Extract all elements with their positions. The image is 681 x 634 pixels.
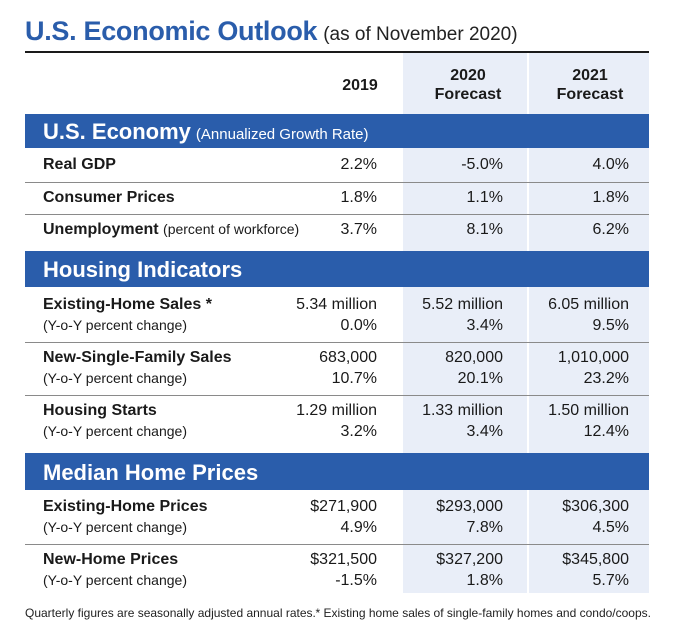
title-date: (as of November 2020) (323, 24, 518, 45)
value-2019: 5.34 million (296, 296, 377, 313)
value-2021: 6.2% (592, 221, 629, 238)
table-row: Existing-Home Prices (Y-o-Y percent chan… (25, 498, 649, 538)
value-2019: 1.8% (340, 189, 377, 206)
change-2021: 4.5% (592, 519, 629, 536)
row-label-text: Unemployment (43, 221, 159, 238)
change-2020: 1.8% (466, 572, 503, 589)
footnote-existing-sales: * Existing home sales of single-family h… (315, 606, 651, 620)
row-label: New-Single-Family Sales (43, 349, 232, 367)
value-2021: 6.05 million (548, 296, 629, 313)
change-2021: 9.5% (592, 317, 629, 334)
value-2019: $321,500 (310, 551, 377, 568)
row-label-text: Real GDP (43, 156, 116, 173)
value-2021: 4.0% (592, 156, 629, 173)
value-2021: $306,300 (562, 498, 629, 515)
row-sublabel: (Y-o-Y percent change) (43, 572, 187, 588)
table-row: Consumer Prices 1.8% 1.1% 1.8% (25, 189, 649, 209)
column-header-2020-year: 2020 (450, 67, 486, 84)
change-2021: 23.2% (583, 370, 629, 387)
row-divider (25, 395, 649, 396)
value-2020: 1.1% (466, 189, 503, 206)
row-label-text: Existing-Home Prices (43, 498, 208, 515)
table-row: New-Single-Family Sales (Y-o-Y percent c… (25, 349, 649, 389)
value-2020: 820,000 (445, 349, 503, 366)
value-2019: 1.29 million (296, 402, 377, 419)
row-label-text: Housing Starts (43, 402, 157, 419)
row-label-text: New-Single-Family Sales (43, 349, 232, 366)
section-title-housing: Housing Indicators (43, 257, 243, 282)
value-2020: $327,200 (436, 551, 503, 568)
row-label-text: Existing-Home Sales * (43, 296, 212, 313)
row-divider (25, 214, 649, 215)
row-label: Consumer Prices (43, 189, 175, 207)
section-header-economy: U.S. Economy (Annualized Growth Rate) (25, 114, 649, 148)
table-row: New-Home Prices (Y-o-Y percent change) $… (25, 551, 649, 591)
row-label-text: Consumer Prices (43, 189, 175, 206)
table-row: Housing Starts (Y-o-Y percent change) 1.… (25, 402, 649, 442)
row-sublabel: (Y-o-Y percent change) (43, 519, 187, 535)
value-2019: 2.2% (340, 156, 377, 173)
footnote-seasonal: Quarterly figures are seasonally adjuste… (25, 606, 316, 620)
row-label-text: New-Home Prices (43, 551, 179, 568)
column-header-2020-forecast: Forecast (434, 86, 502, 103)
row-label: Real GDP (43, 156, 116, 174)
row-label-note: (percent of workforce) (163, 221, 300, 237)
row-divider (25, 342, 649, 343)
row-label: Existing-Home Sales * (43, 296, 212, 314)
section-title-prices: Median Home Prices (43, 460, 259, 485)
change-2019: 10.7% (331, 370, 377, 387)
title-rule (25, 51, 649, 53)
change-2021: 12.4% (583, 423, 629, 440)
row-label: New-Home Prices (43, 551, 178, 569)
value-2021: 1,010,000 (557, 349, 629, 366)
value-2020: 5.52 million (422, 296, 503, 313)
change-2019: 4.9% (340, 519, 377, 536)
column-header-2019-label: 2019 (342, 77, 378, 94)
column-header-2021: 2021 Forecast (540, 66, 640, 104)
column-header-2020: 2020 Forecast (418, 66, 518, 104)
section-subtitle-economy: (Annualized Growth Rate) (195, 126, 369, 143)
change-2019: -1.5% (335, 572, 377, 589)
section-header-prices: Median Home Prices (25, 453, 649, 490)
row-divider (25, 182, 649, 183)
value-2019: $271,900 (310, 498, 377, 515)
change-2020: 20.1% (457, 370, 503, 387)
change-2019: 0.0% (340, 317, 377, 334)
value-2020: 1.33 million (422, 402, 503, 419)
page-title: U.S. Economic Outlook (as of November 202… (25, 16, 518, 48)
table-row: Existing-Home Sales * (Y-o-Y percent cha… (25, 296, 649, 336)
value-2021: $345,800 (562, 551, 629, 568)
value-2020: -5.0% (461, 156, 503, 173)
value-2020: $293,000 (436, 498, 503, 515)
column-header-2021-forecast: Forecast (556, 86, 624, 103)
change-2020: 3.4% (466, 317, 503, 334)
row-sublabel: (Y-o-Y percent change) (43, 370, 187, 386)
value-2019: 683,000 (319, 349, 377, 366)
row-sublabel: (Y-o-Y percent change) (43, 423, 187, 439)
change-2021: 5.7% (592, 572, 629, 589)
change-2020: 3.4% (466, 423, 503, 440)
title-main: U.S. Economic Outlook (25, 16, 318, 46)
row-sublabel: (Y-o-Y percent change) (43, 317, 187, 333)
value-2021: 1.50 million (548, 402, 629, 419)
row-label: Housing Starts (43, 402, 157, 420)
table-row: Unemployment (percent of workforce) 3.7%… (25, 221, 649, 241)
value-2021: 1.8% (592, 189, 629, 206)
column-header-2019: 2019 (330, 76, 390, 95)
section-title-economy: U.S. Economy (43, 119, 191, 144)
section-header-housing: Housing Indicators (25, 251, 649, 287)
change-2020: 7.8% (466, 519, 503, 536)
value-2019: 3.7% (340, 221, 377, 238)
value-2020: 8.1% (466, 221, 503, 238)
table-row: Real GDP 2.2% -5.0% 4.0% (25, 156, 649, 176)
change-2019: 3.2% (340, 423, 377, 440)
row-divider (25, 544, 649, 545)
column-header-2021-year: 2021 (572, 67, 608, 84)
row-label: Existing-Home Prices (43, 498, 208, 516)
row-label: Unemployment (percent of workforce) (43, 221, 299, 239)
